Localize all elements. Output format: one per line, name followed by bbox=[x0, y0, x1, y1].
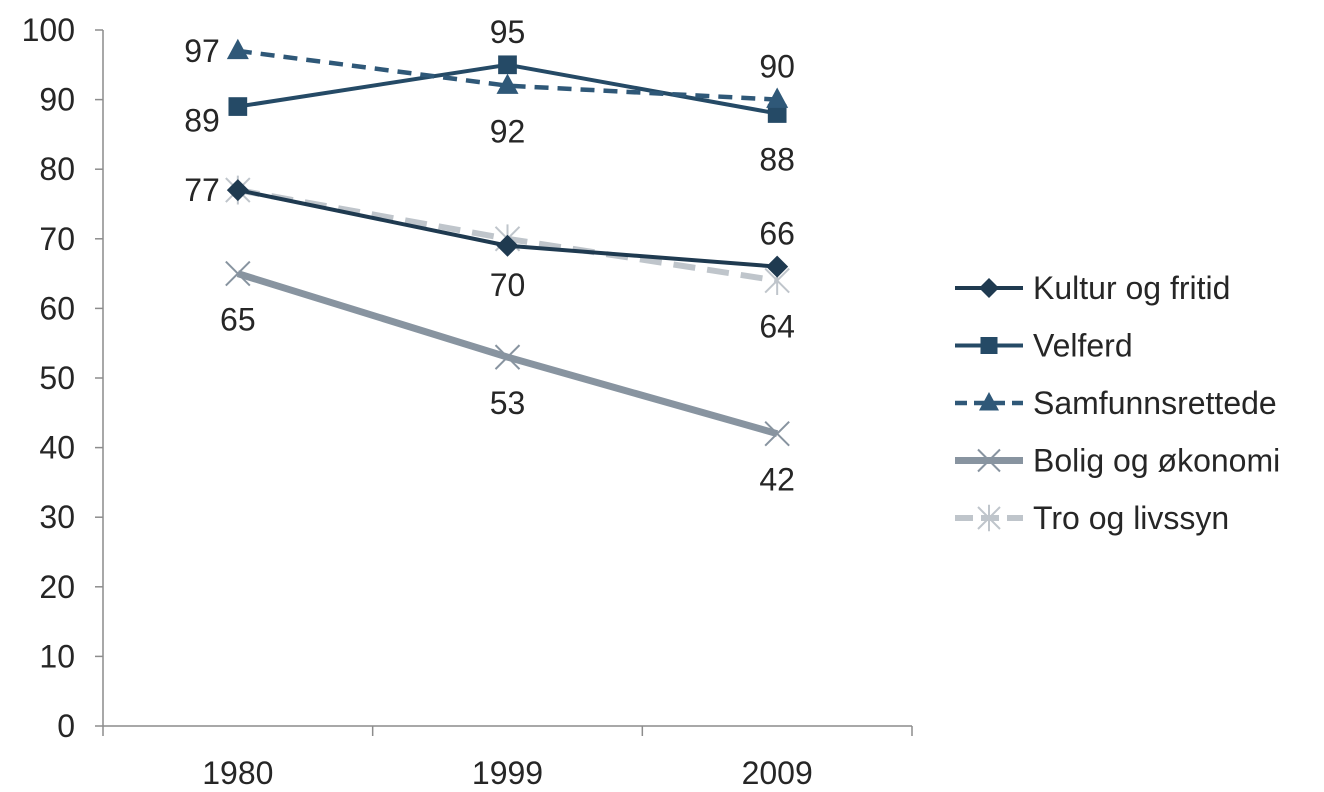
y-tick-label: 60 bbox=[39, 290, 75, 326]
data-label: 64 bbox=[759, 309, 795, 345]
data-label: 90 bbox=[759, 49, 795, 85]
legend-item: Samfunnsrettede bbox=[955, 385, 1277, 421]
y-tick-label: 30 bbox=[39, 499, 75, 535]
legend-item: Tro og livssyn bbox=[955, 500, 1229, 536]
data-label: 88 bbox=[759, 142, 795, 178]
legend-label: Bolig og økonomi bbox=[1033, 443, 1280, 479]
x-tick-label: 1980 bbox=[202, 755, 273, 787]
data-labels: 97 89 77 65 95 92 70 53 90 88 66 64 42 bbox=[184, 14, 795, 498]
series-point bbox=[226, 38, 249, 60]
y-tick-label: 90 bbox=[39, 82, 75, 118]
data-label: 95 bbox=[490, 14, 526, 50]
series-point bbox=[494, 344, 521, 370]
legend-item: Bolig og økonomi bbox=[955, 443, 1280, 479]
data-label: 42 bbox=[759, 462, 795, 498]
series-lines bbox=[225, 38, 790, 447]
legend-label: Kultur og fritid bbox=[1033, 270, 1230, 306]
legend-marker bbox=[980, 337, 998, 354]
legend-marker bbox=[979, 278, 999, 298]
y-tick-label: 0 bbox=[57, 708, 75, 744]
data-label: 66 bbox=[759, 216, 795, 252]
series-point bbox=[225, 260, 251, 287]
series-2 bbox=[226, 38, 789, 108]
y-tick-label: 70 bbox=[39, 221, 75, 257]
data-label: 70 bbox=[490, 267, 526, 303]
series-point bbox=[228, 97, 248, 116]
legend-item: Velferd bbox=[955, 328, 1133, 364]
legend-marker bbox=[977, 448, 1001, 473]
data-label: 65 bbox=[220, 302, 256, 338]
data-label: 53 bbox=[490, 385, 526, 421]
x-tick-label: 2009 bbox=[742, 755, 813, 787]
x-tick-label: 1999 bbox=[472, 755, 543, 787]
y-tick-label: 40 bbox=[39, 430, 75, 466]
legend-marker bbox=[979, 392, 999, 411]
y-tick-label: 80 bbox=[39, 151, 75, 187]
series-point bbox=[496, 234, 519, 257]
series-point bbox=[496, 73, 519, 94]
legend-item: Kultur og fritid bbox=[955, 270, 1230, 306]
series-point bbox=[226, 179, 249, 202]
y-tick-label: 20 bbox=[39, 569, 75, 605]
y-tick-label: 100 bbox=[22, 12, 75, 48]
series-1 bbox=[228, 55, 787, 123]
series-point bbox=[498, 55, 517, 75]
data-label: 97 bbox=[184, 33, 220, 69]
data-label: 89 bbox=[184, 103, 220, 139]
data-label: 77 bbox=[184, 172, 220, 208]
data-label: 92 bbox=[490, 114, 526, 150]
y-tick-label: 10 bbox=[39, 638, 75, 674]
series-point bbox=[766, 87, 789, 108]
y-tick-label: 50 bbox=[39, 360, 75, 396]
series-point bbox=[764, 420, 790, 447]
axes: 0 10 20 30 40 50 60 70 80 90 100 1980 1999 2009 bbox=[22, 12, 913, 791]
legend: Kultur og fritid Velferd Samfunnsrettede Bo… bbox=[955, 270, 1280, 536]
series-point bbox=[766, 255, 789, 278]
series-0 bbox=[226, 179, 789, 278]
series-point bbox=[767, 104, 787, 123]
legend-label: Velferd bbox=[1033, 328, 1133, 364]
legend-marker bbox=[977, 504, 1001, 532]
series-3 bbox=[225, 260, 790, 447]
legend-label: Samfunnsrettede bbox=[1033, 385, 1277, 421]
legend-label: Tro og livssyn bbox=[1033, 500, 1229, 536]
